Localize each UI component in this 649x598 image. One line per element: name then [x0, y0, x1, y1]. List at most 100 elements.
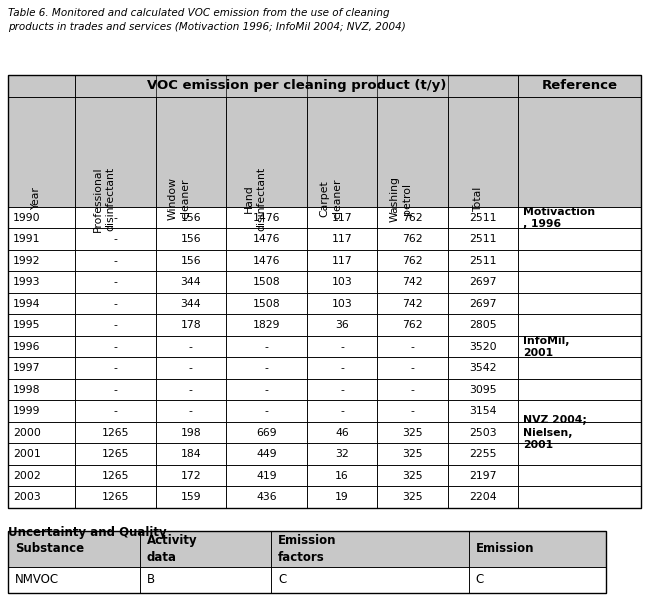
Text: -: - [114, 277, 117, 287]
Bar [307, 315, 377, 336]
Bar [226, 444, 307, 465]
Bar [448, 228, 518, 250]
Bar [156, 315, 226, 336]
Text: -: - [410, 363, 414, 373]
Text: 344: 344 [180, 277, 201, 287]
Bar [448, 315, 518, 336]
Text: Emission
factors: Emission factors [278, 534, 337, 564]
Bar [226, 97, 307, 207]
Bar [518, 422, 641, 444]
Text: 1998: 1998 [13, 385, 40, 395]
Bar [156, 422, 226, 444]
Bar [140, 567, 271, 593]
Bar [156, 379, 226, 401]
Bar [8, 531, 140, 567]
Bar [518, 293, 641, 315]
Bar [226, 336, 307, 358]
Bar [307, 422, 377, 444]
Text: 2511: 2511 [469, 213, 496, 222]
Text: 36: 36 [335, 321, 349, 330]
Bar [518, 379, 641, 401]
Bar [75, 401, 156, 422]
Bar [448, 336, 518, 358]
Text: 2255: 2255 [469, 449, 496, 459]
Bar [271, 531, 469, 567]
Bar [377, 379, 448, 401]
Bar [377, 336, 448, 358]
Text: -: - [340, 363, 344, 373]
Bar [226, 315, 307, 336]
Text: NVZ 2004;
Nielsen,
2001: NVZ 2004; Nielsen, 2001 [523, 416, 587, 450]
Bar [518, 207, 641, 228]
Bar [8, 401, 75, 422]
Text: Uncertainty and Quality: Uncertainty and Quality [8, 526, 167, 539]
Bar [8, 487, 75, 508]
Bar [75, 487, 156, 508]
Text: 46: 46 [335, 428, 349, 438]
Text: -: - [189, 406, 193, 416]
Text: 669: 669 [256, 428, 276, 438]
Text: Emission: Emission [476, 542, 534, 556]
Bar [8, 379, 75, 401]
Text: 198: 198 [180, 428, 201, 438]
Bar [226, 422, 307, 444]
Text: 156: 156 [180, 256, 201, 266]
Text: 325: 325 [402, 471, 422, 481]
Bar [75, 444, 156, 465]
Bar [75, 271, 156, 293]
Bar [307, 379, 377, 401]
Bar [226, 250, 307, 271]
Text: 3154: 3154 [469, 406, 496, 416]
Text: 16: 16 [335, 471, 349, 481]
Bar [75, 358, 156, 379]
Bar [156, 250, 226, 271]
Text: -: - [265, 363, 269, 373]
Text: 103: 103 [332, 299, 352, 309]
Text: 2197: 2197 [469, 471, 496, 481]
Text: 1997: 1997 [13, 363, 40, 373]
Bar [307, 207, 377, 228]
Text: 178: 178 [180, 321, 201, 330]
Text: 1992: 1992 [13, 256, 40, 266]
Bar [307, 336, 377, 358]
Text: -: - [265, 341, 269, 352]
Text: -: - [114, 213, 117, 222]
Bar [8, 422, 75, 444]
Bar [75, 465, 156, 487]
Text: 325: 325 [402, 428, 422, 438]
Text: -: - [410, 406, 414, 416]
Text: Year: Year [31, 188, 42, 210]
Bar [226, 465, 307, 487]
Bar [518, 97, 641, 207]
Bar [271, 567, 469, 593]
Text: 762: 762 [402, 256, 422, 266]
Bar [226, 207, 307, 228]
Text: C: C [278, 573, 286, 587]
Bar [75, 228, 156, 250]
Bar [156, 487, 226, 508]
Bar [377, 487, 448, 508]
Text: 762: 762 [402, 234, 422, 244]
Text: Hand
disinfectant: Hand disinfectant [243, 167, 267, 231]
Text: 2511: 2511 [469, 256, 496, 266]
Text: -: - [265, 385, 269, 395]
Text: Activity
data: Activity data [147, 534, 197, 564]
Bar [377, 271, 448, 293]
Bar [307, 487, 377, 508]
Text: -: - [189, 385, 193, 395]
Bar [307, 250, 377, 271]
Text: 2805: 2805 [469, 321, 496, 330]
Bar [226, 379, 307, 401]
Text: 2204: 2204 [469, 492, 496, 502]
Text: 3542: 3542 [469, 363, 496, 373]
Bar [377, 250, 448, 271]
Bar [307, 465, 377, 487]
Bar [448, 444, 518, 465]
Bar [75, 293, 156, 315]
Text: -: - [340, 385, 344, 395]
Bar [156, 401, 226, 422]
Text: Substance: Substance [15, 542, 84, 556]
Bar [75, 379, 156, 401]
Bar [518, 358, 641, 379]
Text: 117: 117 [332, 234, 352, 244]
